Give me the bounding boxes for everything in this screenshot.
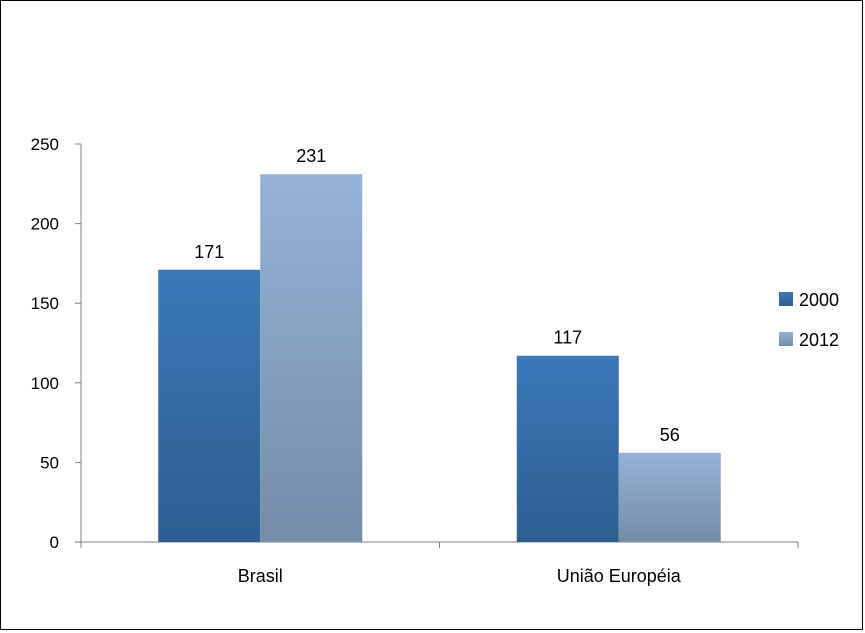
bar-2000-0 xyxy=(158,269,261,542)
y-axis: 0 50 100 150 200 250 xyxy=(31,135,82,552)
y-tick-label: 0 xyxy=(50,533,59,552)
bar-2012-1 xyxy=(618,452,721,542)
category-label: União Européia xyxy=(557,566,682,586)
bar-2000-1 xyxy=(516,355,619,542)
legend-swatch xyxy=(779,332,793,346)
y-tick-label: 150 xyxy=(31,294,59,313)
bar-2012-0 xyxy=(260,174,363,543)
y-tick-label: 50 xyxy=(40,453,59,472)
data-label: 117 xyxy=(553,328,582,348)
data-label: 171 xyxy=(194,242,224,262)
bars xyxy=(158,174,721,543)
data-labels: 171 231 117 56 xyxy=(194,146,680,445)
data-label: 231 xyxy=(296,146,326,166)
legend-swatch xyxy=(779,292,793,306)
x-axis: Brasil União Européia xyxy=(80,541,799,586)
legend: 2000 2012 xyxy=(779,290,839,350)
y-tick-label: 100 xyxy=(31,374,59,393)
legend-label: 2012 xyxy=(799,330,839,350)
y-tick-label: 250 xyxy=(31,135,59,154)
legend-label: 2000 xyxy=(799,290,839,310)
y-tick-label: 200 xyxy=(31,215,59,234)
category-label: Brasil xyxy=(238,566,283,586)
data-label: 56 xyxy=(660,425,680,445)
